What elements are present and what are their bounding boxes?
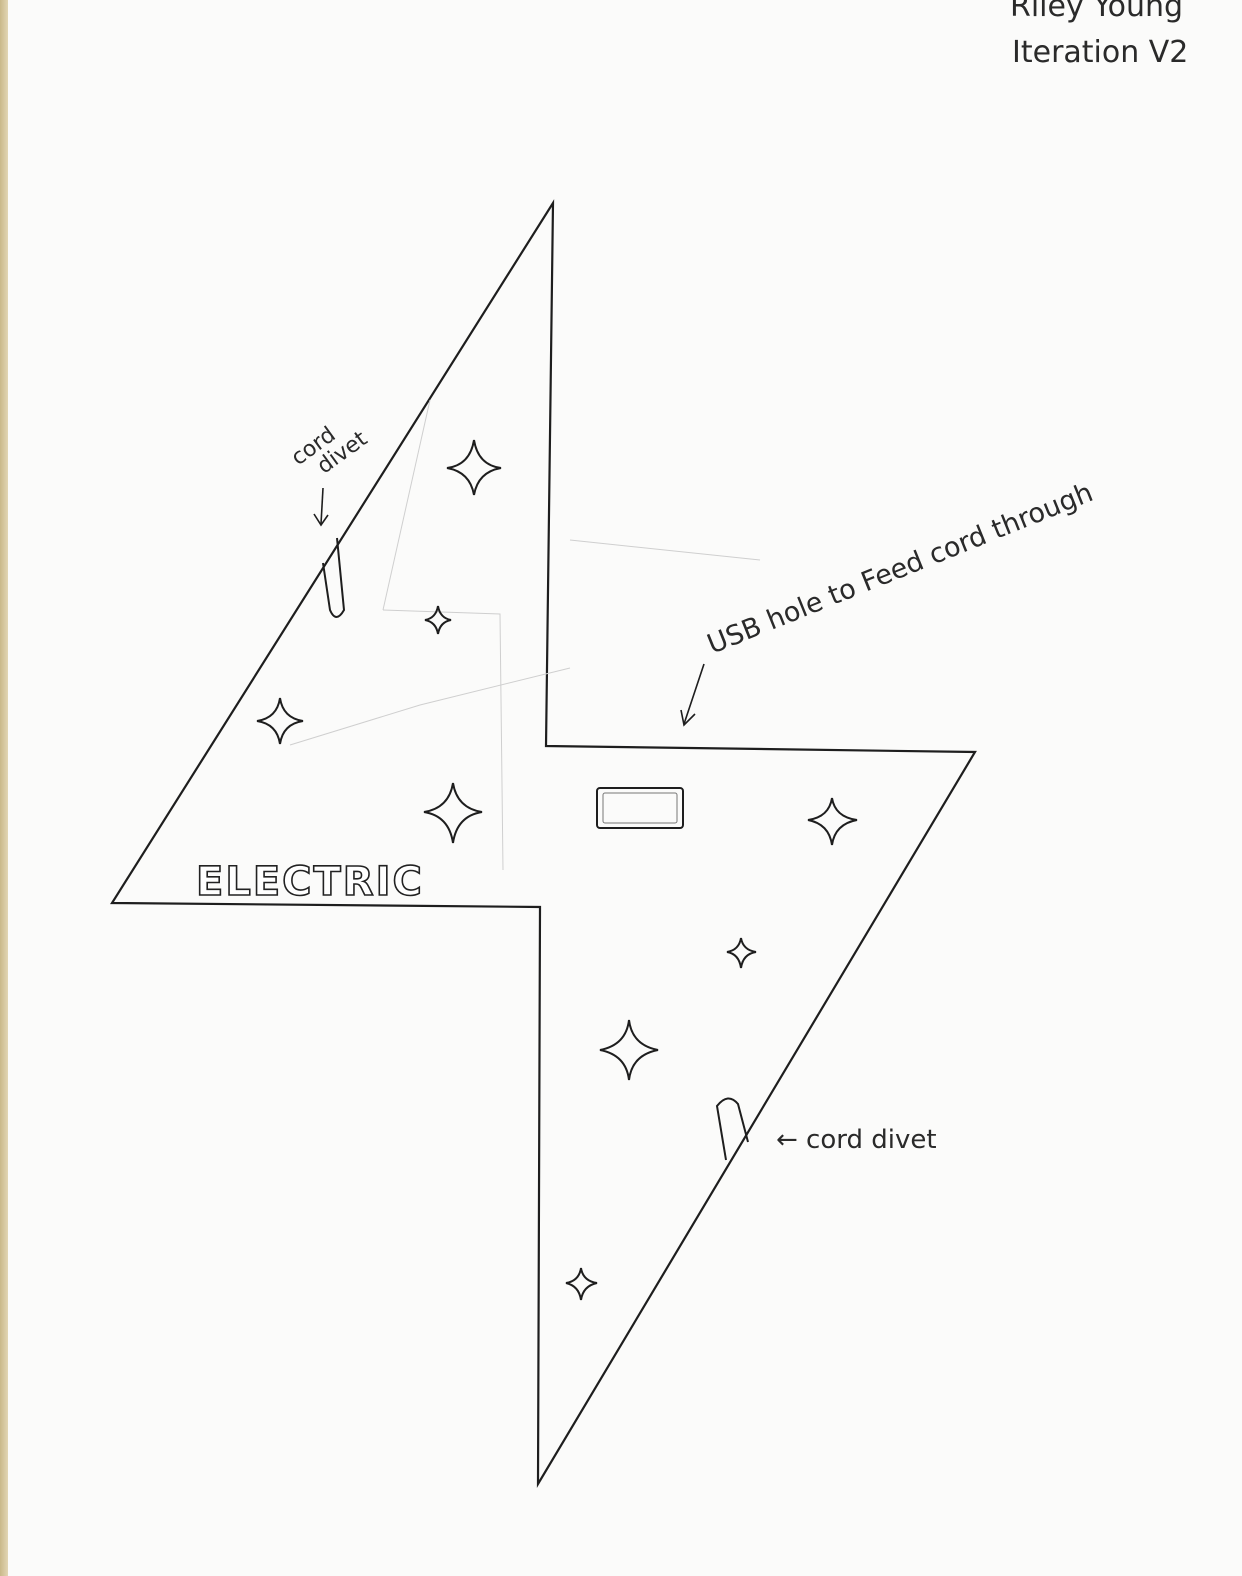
construction-lines bbox=[289, 399, 761, 871]
sparkle-icon bbox=[256, 697, 304, 745]
lightning-bolt-outline bbox=[110, 199, 977, 1489]
arrow-down-left-icon bbox=[680, 663, 705, 727]
sparkles bbox=[256, 439, 858, 1301]
usb-hole-inner bbox=[602, 792, 678, 824]
sparkle-icon bbox=[565, 1267, 598, 1301]
cord-divet-bottom-label: ← cord divet bbox=[776, 1125, 937, 1155]
usb-hole bbox=[596, 787, 684, 829]
paper-binding-edge bbox=[0, 0, 8, 1576]
iteration-label: Iteration V2 bbox=[1012, 35, 1188, 70]
sparkle-icon bbox=[726, 937, 757, 969]
sparkle-icon bbox=[424, 605, 452, 635]
sparkle-icon bbox=[807, 797, 858, 846]
electric-label: ELECTRIC bbox=[196, 859, 424, 905]
arrow-down-icon bbox=[313, 487, 329, 527]
sparkle-icon bbox=[446, 439, 502, 496]
sparkle-icon bbox=[599, 1019, 659, 1081]
author-name: Riley Young bbox=[1010, 0, 1183, 24]
sparkle-icon bbox=[423, 782, 483, 844]
usb-annotation: USB hole to Feed cord through bbox=[703, 477, 1097, 660]
cord-divet-top bbox=[322, 537, 346, 618]
usb-hole-label: USB hole to Feed cord through bbox=[703, 477, 1097, 660]
cord-divet-top-annotation: cord divet bbox=[287, 422, 373, 479]
cord-divet-bottom bbox=[715, 1097, 749, 1161]
